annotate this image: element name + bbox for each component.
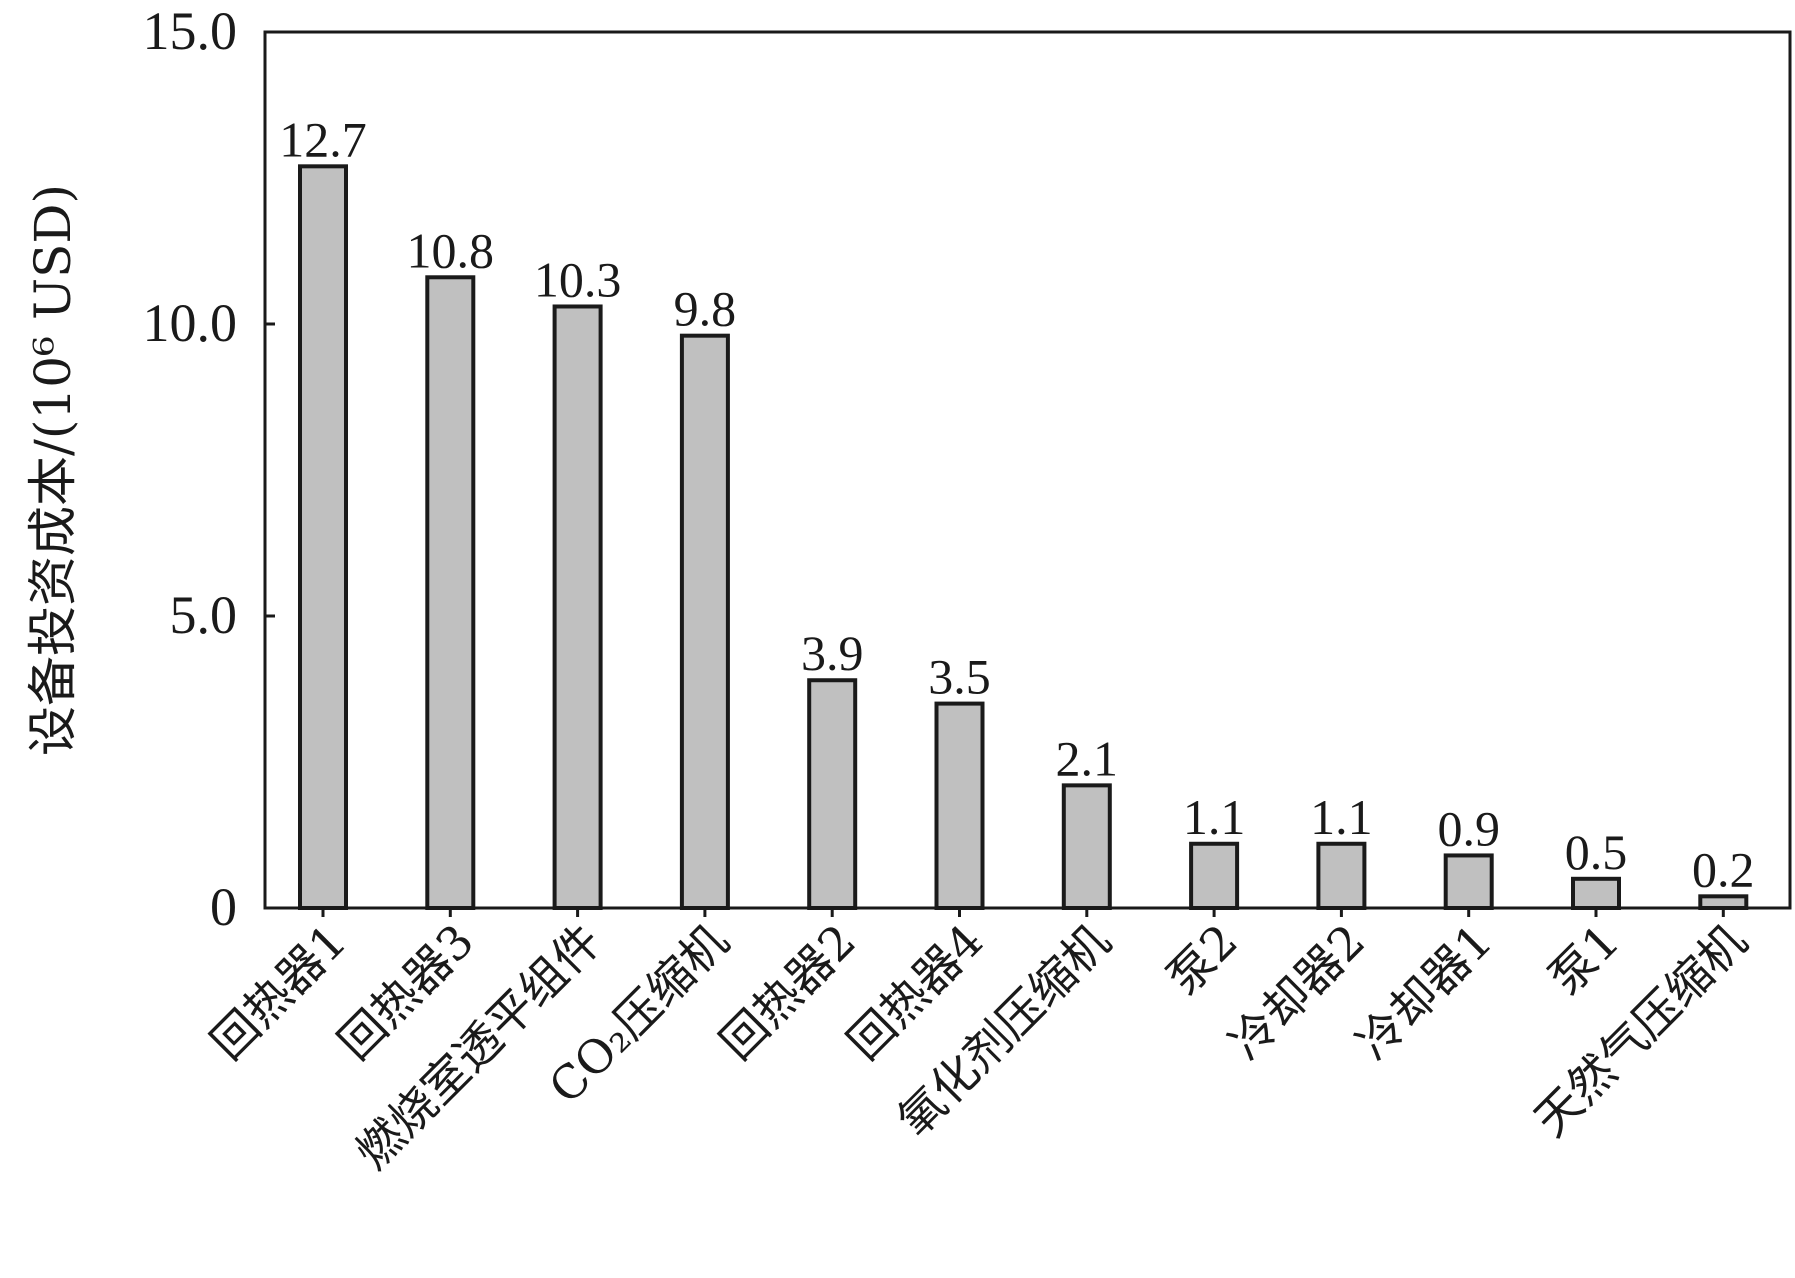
bar-12 <box>1698 894 1749 911</box>
bar-11 <box>1571 876 1621 910</box>
category-label-9: 冷却器2 <box>1219 914 1375 1070</box>
y-axis: 0 5.0 10.0 15.0 <box>143 1 275 937</box>
bar-10 <box>1443 853 1494 911</box>
bar-7 <box>1061 783 1112 910</box>
bar-3 <box>552 304 603 911</box>
y-tick-label-1: 0 <box>210 877 237 937</box>
bar-8 <box>1189 841 1240 911</box>
value-label-4: 9.8 <box>674 281 737 337</box>
value-label-12: 0.2 <box>1692 841 1755 897</box>
value-label-2: 10.8 <box>407 222 495 278</box>
bar-4 <box>679 333 730 910</box>
bar-1 <box>298 164 348 910</box>
category-label-1: 回热器1 <box>200 914 356 1070</box>
category-label-11: 泵1 <box>1538 914 1629 1005</box>
value-label-9: 1.1 <box>1310 789 1373 845</box>
category-label-10: 冷却器1 <box>1346 914 1502 1070</box>
category-label-8: 泵2 <box>1156 914 1247 1005</box>
y-tick-label-3: 10.0 <box>143 293 238 353</box>
y-axis-title: 设备投资成本/(10⁶ USD) <box>24 184 82 756</box>
value-label-5: 3.9 <box>801 625 864 681</box>
y-tick-label-4: 15.0 <box>143 1 238 61</box>
value-label-6: 3.5 <box>928 649 991 705</box>
category-label-5: 回热器2 <box>710 914 866 1070</box>
bar-5 <box>807 678 858 910</box>
bar-6 <box>934 701 985 910</box>
plot-frame <box>263 30 1792 910</box>
value-label-8: 1.1 <box>1183 789 1246 845</box>
y-tick-label-2: 5.0 <box>170 585 238 645</box>
bars-layer <box>298 164 1749 911</box>
value-labels-layer: 12.7 10.8 10.3 9.8 3.9 3.5 2.1 1.1 1.1 0.9 0.5 0.2 <box>279 111 1754 897</box>
value-label-11: 0.5 <box>1565 824 1628 880</box>
bar-9 <box>1316 841 1367 911</box>
value-label-1: 12.7 <box>279 111 367 167</box>
value-label-7: 2.1 <box>1056 730 1119 786</box>
value-label-10: 0.9 <box>1437 800 1500 856</box>
bar-2 <box>425 275 476 910</box>
value-label-3: 10.3 <box>534 251 622 307</box>
